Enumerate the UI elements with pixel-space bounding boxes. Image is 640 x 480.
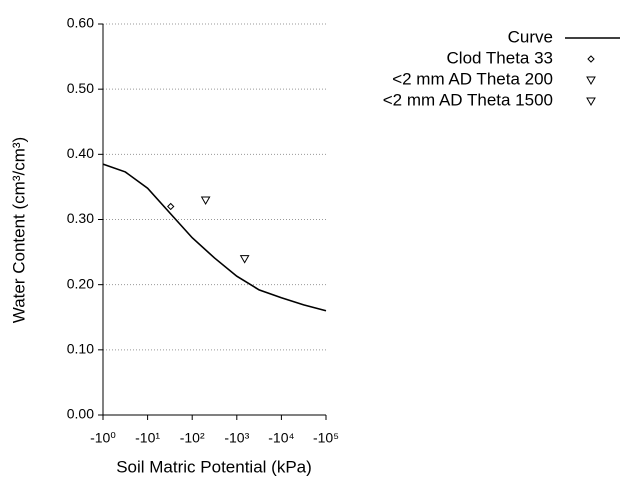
- x-tick-label: -10⁵: [313, 430, 339, 446]
- x-tick-label: -10³: [224, 430, 249, 446]
- point: [200, 196, 211, 205]
- y-tick-label: 0.00: [67, 406, 94, 422]
- legend-label: <2 mm AD Theta 1500: [383, 90, 553, 109]
- y-tick-label: 0.20: [67, 275, 94, 291]
- y-axis-label: Water Content (cm³/cm³): [9, 137, 28, 323]
- legend-label: <2 mm AD Theta 200: [392, 69, 553, 88]
- y-tick-label: 0.30: [67, 210, 94, 226]
- x-tick-label: -10¹: [135, 430, 160, 446]
- legend-swatch: [586, 76, 596, 86]
- legend-label: Clod Theta 33: [447, 48, 553, 67]
- y-tick-label: 0.10: [67, 341, 94, 357]
- point: [167, 202, 175, 211]
- x-tick-label: -10⁴: [268, 430, 294, 446]
- legend-label: Curve: [508, 27, 553, 46]
- y-tick-label: 0.60: [67, 15, 94, 31]
- x-tick-label: -10⁰: [90, 430, 116, 446]
- legend-swatch: [586, 97, 596, 107]
- x-tick-label: -10²: [180, 430, 205, 446]
- x-axis-label: Soil Matric Potential (kPa): [116, 457, 312, 476]
- y-tick-label: 0.50: [67, 80, 94, 96]
- point: [239, 255, 250, 264]
- legend-swatch: [587, 55, 595, 63]
- curve: [102, 163, 327, 312]
- y-tick-label: 0.40: [67, 145, 94, 161]
